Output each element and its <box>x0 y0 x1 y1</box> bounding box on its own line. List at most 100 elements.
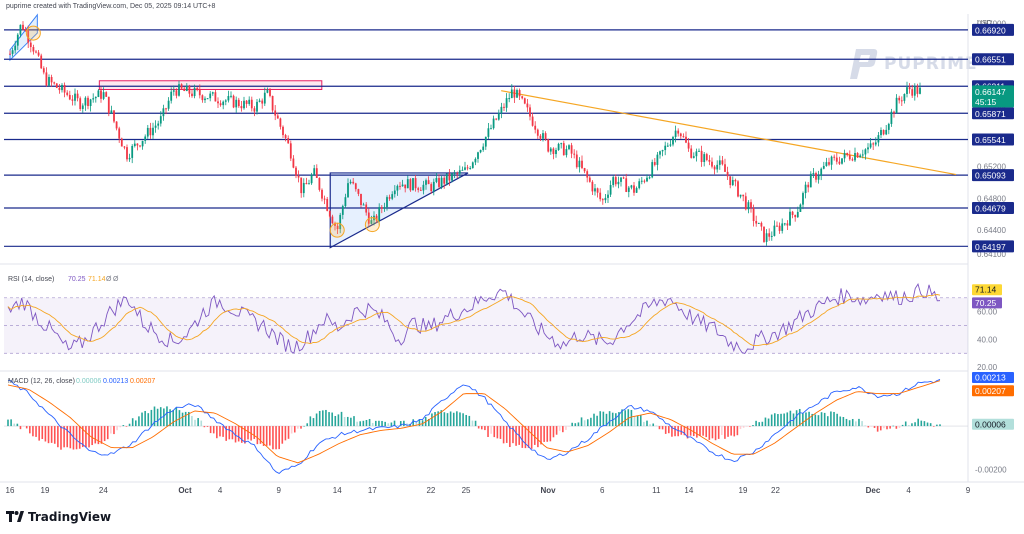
candle-body <box>201 95 204 101</box>
macd-histogram-bar <box>128 423 131 427</box>
candle-body <box>227 95 230 101</box>
candle-body <box>555 150 557 155</box>
candle-body <box>851 159 854 161</box>
macd-histogram-bar <box>484 426 486 431</box>
descending-trendline <box>501 90 957 176</box>
macd-legend-signal: 0.00207 <box>130 378 155 385</box>
candle-body <box>414 178 417 189</box>
candle-body <box>448 173 451 181</box>
macd-histogram-bar <box>325 409 327 427</box>
candle-body <box>666 145 669 147</box>
price-tick-label: 0.64100 <box>977 250 1006 259</box>
candle-body <box>783 223 786 225</box>
candle-body <box>50 77 53 83</box>
candle-body <box>898 97 901 101</box>
x-axis-tick-label: 14 <box>333 486 342 495</box>
macd-histogram-bar <box>119 426 122 428</box>
candle-body <box>604 197 607 201</box>
candle-body <box>380 207 383 209</box>
candle-body <box>167 100 170 109</box>
macd-histogram-bar <box>917 418 919 427</box>
macd-histogram-bar <box>739 426 742 430</box>
macd-histogram-bar <box>94 426 97 444</box>
candle-body <box>817 175 820 180</box>
macd-histogram-bar <box>194 419 196 427</box>
histogram-value-label: 0.00006 <box>975 419 1006 429</box>
macd-histogram-bar <box>571 422 573 427</box>
macd-histogram-bar <box>724 426 726 439</box>
rsi-tick-label: 40.00 <box>977 335 998 344</box>
macd-histogram-bar <box>172 409 175 427</box>
candle-body <box>63 84 66 93</box>
candle-body <box>100 90 102 99</box>
candle-body <box>276 115 279 119</box>
rsi-legend-ma: 71.14 <box>88 276 106 283</box>
candle-body <box>765 233 768 242</box>
x-axis-tick-label: 19 <box>739 486 748 495</box>
macd-histogram-bar <box>200 420 203 427</box>
candle-body <box>292 158 295 168</box>
highlight-circle <box>329 222 345 238</box>
macd-histogram-bar <box>752 425 754 427</box>
macd-histogram-bar <box>608 411 611 427</box>
macd-histogram-bar <box>16 423 19 427</box>
candle-body <box>919 87 921 94</box>
candle-body <box>581 160 583 169</box>
macd-histogram-bar <box>568 426 570 427</box>
macd-histogram-bar <box>562 426 564 433</box>
candle-body <box>79 98 82 109</box>
candle-body <box>534 125 537 130</box>
candle-body <box>648 177 651 179</box>
candle-body <box>552 148 555 155</box>
macd-histogram-bar <box>412 419 415 427</box>
candle-body <box>677 130 680 134</box>
macd-histogram-bar <box>163 408 165 427</box>
candle-body <box>890 111 893 124</box>
rsi-ma-line <box>7 294 941 346</box>
candle-body <box>822 165 825 169</box>
candle-body <box>872 143 875 145</box>
candle-body <box>261 100 264 104</box>
candle-body <box>178 84 180 96</box>
macd-histogram-bar <box>32 426 34 437</box>
candle-body <box>854 153 856 161</box>
candle-body <box>159 116 162 124</box>
macd-histogram-bar <box>225 426 227 441</box>
candle-body <box>742 194 745 197</box>
candle-body <box>94 96 97 99</box>
candle-body <box>120 138 123 147</box>
macd-histogram-bar <box>605 413 608 427</box>
macd-histogram-bar <box>343 417 346 427</box>
candle-body <box>869 143 872 148</box>
tradingview-logo[interactable]: TradingView <box>6 510 111 524</box>
macd-histogram-bar <box>633 415 636 427</box>
x-axis-tick-label: 4 <box>218 486 223 495</box>
candle-body <box>900 100 903 102</box>
macd-histogram-bar <box>184 411 187 427</box>
macd-histogram-bar <box>830 411 832 427</box>
candle-body <box>438 178 440 187</box>
macd-histogram-bar <box>565 426 567 430</box>
macd-histogram-bar <box>742 426 745 428</box>
level-price-tag <box>972 240 1014 253</box>
macd-histogram-bar <box>465 414 468 427</box>
macd-histogram-bar <box>131 418 134 427</box>
candle-body <box>724 164 726 172</box>
macd-histogram-bar <box>708 426 711 440</box>
macd-histogram-bar <box>237 426 240 442</box>
candle-body <box>92 98 95 100</box>
macd-histogram-bar <box>315 413 318 427</box>
macd-histogram-bar <box>387 423 390 427</box>
macd-histogram-bar <box>839 416 842 427</box>
candle-body <box>152 127 154 136</box>
macd-histogram-bar <box>253 426 256 439</box>
macd-histogram-bar <box>378 420 380 427</box>
macd-histogram-bar <box>138 416 140 427</box>
macd-histogram-bar <box>477 426 480 429</box>
candle-body <box>734 179 737 182</box>
macd-histogram-bar <box>864 425 866 427</box>
macd-histogram-bar <box>359 421 362 427</box>
macd-histogram-bar <box>789 410 792 427</box>
level-price-tag <box>972 169 1014 182</box>
macd-histogram-bar <box>362 420 365 427</box>
